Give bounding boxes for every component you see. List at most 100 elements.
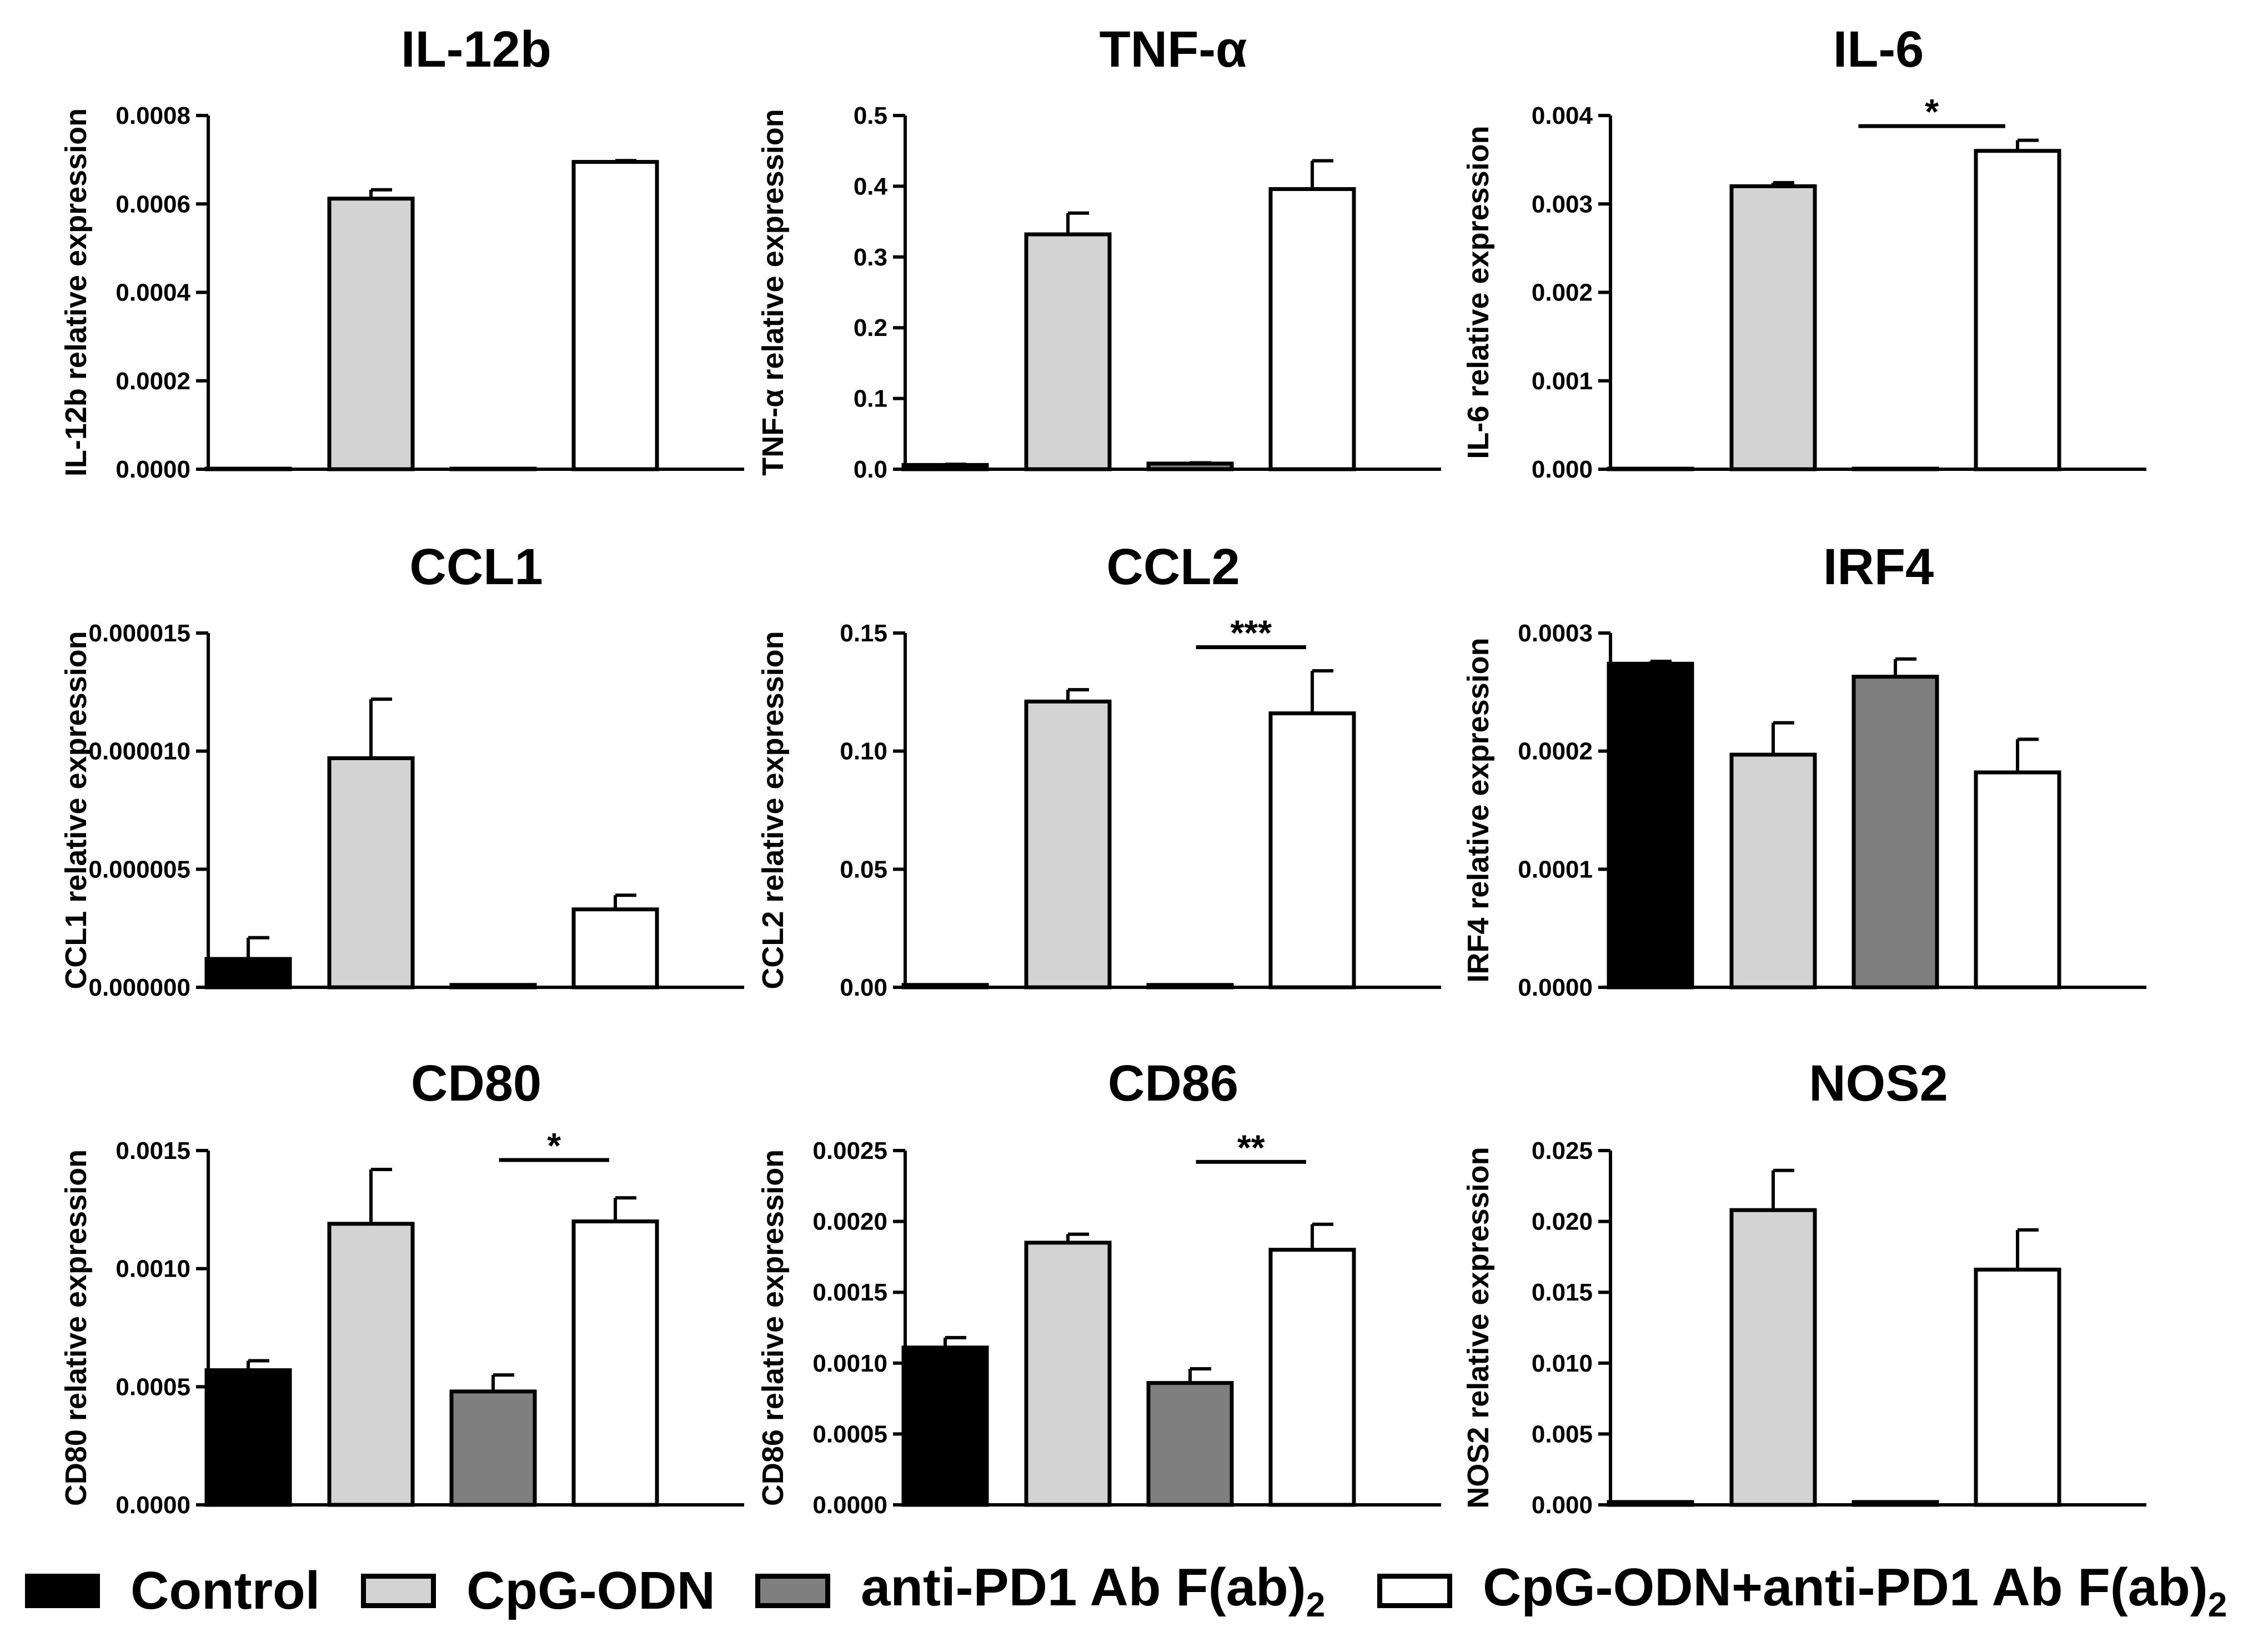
legend: Control CpG-ODN anti-PD1 Ab F(ab)2 CpG-O… xyxy=(0,1549,2263,1633)
y-tick-label-cd86: 0.0015 xyxy=(812,1279,887,1306)
bar-il-6-cpg-odn xyxy=(1729,184,1817,471)
y-axis-label-ccl2: CCL2 relative expression xyxy=(756,631,790,989)
y-tick-label-ccl2: 0.05 xyxy=(840,856,887,883)
significance-label-cd86: ** xyxy=(1237,1127,1265,1167)
bar-cd80-anti-pd1 xyxy=(449,1389,537,1507)
y-tick-label-nos2: 0.010 xyxy=(1532,1350,1593,1377)
bar-ccl1-control xyxy=(204,957,292,990)
panel-il-6: IL-6 IL-6 relative expression 0.000 0.001 0.… xyxy=(1462,21,2146,483)
panel-title-nos2: NOS2 xyxy=(1809,1055,1948,1112)
legend-item-combination: CpG-ODN+anti-PD1 Ab F(ab)2 xyxy=(1377,1549,2227,1633)
bar-nos2-control xyxy=(1607,1500,1694,1507)
y-tick-label-il-12b: 0.0006 xyxy=(116,190,190,218)
legend-label-anti-pd1-subscript: 2 xyxy=(1306,1586,1326,1625)
legend-item-anti-pd1: anti-PD1 Ab F(ab)2 xyxy=(755,1549,1325,1633)
panel-ccl2: CCL2 CCL2 relative expression 0.00 0.05 0.10… xyxy=(756,539,1441,1001)
bar-cd86-anti-pd1 xyxy=(1146,1381,1234,1507)
panel-title-ccl1: CCL1 xyxy=(409,539,543,595)
panel-title-tnf-alpha: TNF-α xyxy=(1099,21,1247,78)
y-tick-label-il-12b: 0.0004 xyxy=(116,279,190,307)
bar-cd80-cpg-odn xyxy=(327,1222,415,1507)
bar-ccl2-control xyxy=(901,983,989,990)
legend-swatch-anti-pd1 xyxy=(755,1574,830,1608)
bar-il-6-combination xyxy=(1974,149,2061,471)
y-tick-label-tnf-alpha: 0.2 xyxy=(854,314,887,342)
y-tick-label-nos2: 0.005 xyxy=(1532,1420,1593,1448)
bar-irf4-anti-pd1 xyxy=(1851,675,1939,990)
panel-irf4: IRF4 IRF4 relative expression 0.0000 0.0001… xyxy=(1462,539,2146,1001)
panel-il-12b: IL-12b IL-12b relative expression 0.0000 0.… xyxy=(59,21,744,483)
y-axis-label-il-12b: IL-12b relative expression xyxy=(59,108,93,476)
panel-title-cd86: CD86 xyxy=(1108,1055,1238,1112)
bar-cd86-control xyxy=(901,1345,989,1507)
legend-label-anti-pd1-text: anti-PD1 Ab F(ab) xyxy=(861,1557,1306,1617)
bar-tnf-alpha-combination xyxy=(1268,187,1356,471)
y-tick-label-il-6: 0.001 xyxy=(1532,368,1593,395)
bar-ccl1-cpg-odn xyxy=(327,756,415,990)
y-tick-label-il-6: 0.003 xyxy=(1532,190,1593,218)
panel-cd80: CD80 CD80 relative expression 0.0000 0.0005… xyxy=(59,1055,744,1519)
y-tick-label-ccl1: 0.000010 xyxy=(88,738,190,765)
legend-swatch-control xyxy=(25,1574,100,1608)
panel-title-irf4: IRF4 xyxy=(1823,539,1934,595)
y-tick-label-il-12b: 0.0002 xyxy=(116,368,190,395)
y-axis-label-nos2: NOS2 relative expression xyxy=(1462,1147,1495,1508)
y-tick-label-cd86: 0.0010 xyxy=(812,1350,887,1377)
legend-swatch-cpg-odn xyxy=(361,1574,436,1608)
y-axis-label-cd80: CD80 relative expression xyxy=(59,1149,93,1506)
legend-label-combination-subscript: 2 xyxy=(2207,1586,2227,1625)
y-tick-label-tnf-alpha: 0.0 xyxy=(854,456,887,483)
y-tick-label-cd86: 0.0005 xyxy=(812,1420,887,1448)
panel-title-ccl2: CCL2 xyxy=(1106,539,1240,595)
bar-irf4-combination xyxy=(1974,770,2061,990)
panel-title-cd80: CD80 xyxy=(411,1055,541,1112)
y-axis-label-ccl1: CCL1 relative expression xyxy=(59,631,93,989)
bar-il-12b-combination xyxy=(571,160,659,471)
bar-il-12b-cpg-odn xyxy=(327,197,415,471)
significance-label-ccl2: *** xyxy=(1230,613,1272,653)
y-tick-label-ccl1: 0.000015 xyxy=(88,620,190,647)
panel-title-il-6: IL-6 xyxy=(1833,21,1924,78)
bar-ccl1-anti-pd1 xyxy=(449,983,537,990)
y-tick-label-cd80: 0.0015 xyxy=(116,1137,190,1164)
y-tick-label-tnf-alpha: 0.5 xyxy=(854,102,887,129)
y-tick-label-irf4: 0.0003 xyxy=(1518,620,1593,647)
y-tick-label-cd80: 0.0000 xyxy=(116,1492,190,1519)
bar-ccl2-anti-pd1 xyxy=(1146,983,1234,990)
bar-irf4-control xyxy=(1607,661,1694,990)
y-tick-label-nos2: 0.020 xyxy=(1532,1208,1593,1236)
bar-tnf-alpha-cpg-odn xyxy=(1024,232,1112,471)
legend-item-control: Control xyxy=(25,1549,320,1633)
y-tick-label-nos2: 0.000 xyxy=(1532,1492,1593,1519)
panel-nos2: NOS2 NOS2 relative expression 0.000 0.005 0.… xyxy=(1462,1055,2146,1519)
y-tick-label-il-6: 0.002 xyxy=(1532,279,1593,307)
y-tick-label-nos2: 0.015 xyxy=(1532,1279,1593,1306)
y-axis-label-il-6: IL-6 relative expression xyxy=(1462,125,1495,459)
legend-label-control: Control xyxy=(131,1561,320,1620)
y-axis-label-tnf-alpha: TNF-α relative expression xyxy=(756,109,790,475)
panel-tnf-alpha: TNF-α TNF-α relative expression 0.0 0.1 0.2 0… xyxy=(756,21,1441,483)
y-tick-label-ccl2: 0.00 xyxy=(840,974,887,1001)
bar-cd86-cpg-odn xyxy=(1024,1241,1112,1507)
y-tick-label-il-12b: 0.0008 xyxy=(116,102,190,129)
legend-swatch-combination xyxy=(1377,1574,1452,1608)
y-tick-label-ccl2: 0.10 xyxy=(840,738,887,765)
legend-item-cpg-odn: CpG-ODN xyxy=(361,1549,715,1633)
panel-cd86: CD86 CD86 relative expression 0.0000 0.0005… xyxy=(756,1055,1441,1519)
bar-nos2-anti-pd1 xyxy=(1851,1500,1939,1507)
y-tick-label-tnf-alpha: 0.1 xyxy=(854,385,887,413)
significance-label-cd80: * xyxy=(547,1126,561,1166)
y-axis-label-cd86: CD86 relative expression xyxy=(756,1149,790,1506)
y-tick-label-tnf-alpha: 0.3 xyxy=(854,244,887,271)
y-tick-label-il-12b: 0.0000 xyxy=(116,456,190,483)
y-axis-label-irf4: IRF4 relative expression xyxy=(1462,637,1495,982)
y-tick-label-cd80: 0.0010 xyxy=(116,1256,190,1283)
y-tick-label-irf4: 0.0002 xyxy=(1518,738,1593,765)
bar-cd86-combination xyxy=(1268,1248,1356,1507)
legend-label-combination: CpG-ODN+anti-PD1 Ab F(ab)2 xyxy=(1483,1557,2227,1625)
significance-label-il-6: * xyxy=(1925,92,1939,132)
y-tick-label-il-6: 0.004 xyxy=(1532,102,1593,129)
y-tick-label-tnf-alpha: 0.4 xyxy=(854,173,888,200)
